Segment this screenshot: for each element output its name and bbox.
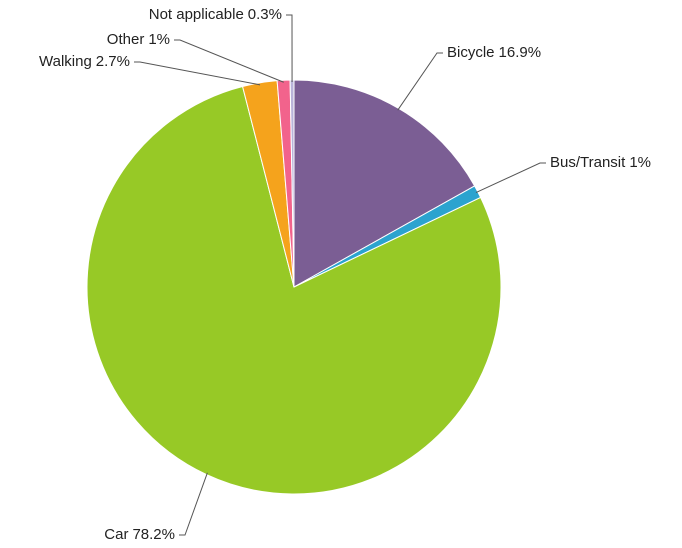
slice-label: Bicycle 16.9%: [447, 44, 541, 61]
slice-label: Bus/Transit 1%: [550, 154, 651, 171]
leader-line: [134, 61, 261, 86]
leader-line: [475, 162, 546, 194]
slice-name: Not applicable: [149, 6, 244, 23]
leader-line: [174, 39, 284, 83]
slice-name: Bicycle: [447, 44, 495, 61]
slice-value: 2.7%: [96, 53, 130, 70]
slice-label: Not applicable 0.3%: [149, 6, 282, 23]
slice-value: 16.9%: [499, 44, 542, 61]
slice-value: 1%: [629, 154, 651, 171]
slice-value: 0.3%: [248, 6, 282, 23]
slice-label: Car 78.2%: [104, 526, 175, 543]
slice-value: 78.2%: [132, 526, 175, 543]
slice-name: Other: [107, 31, 145, 48]
slice-label: Other 1%: [107, 31, 170, 48]
leader-line: [286, 14, 293, 83]
slice-name: Walking: [39, 53, 92, 70]
slice-name: Car: [104, 526, 128, 543]
slice-value: 1%: [148, 31, 170, 48]
slice-name: Bus/Transit: [550, 154, 626, 171]
leader-line: [179, 472, 208, 536]
slice-label: Walking 2.7%: [39, 53, 130, 70]
leader-line: [397, 52, 443, 111]
